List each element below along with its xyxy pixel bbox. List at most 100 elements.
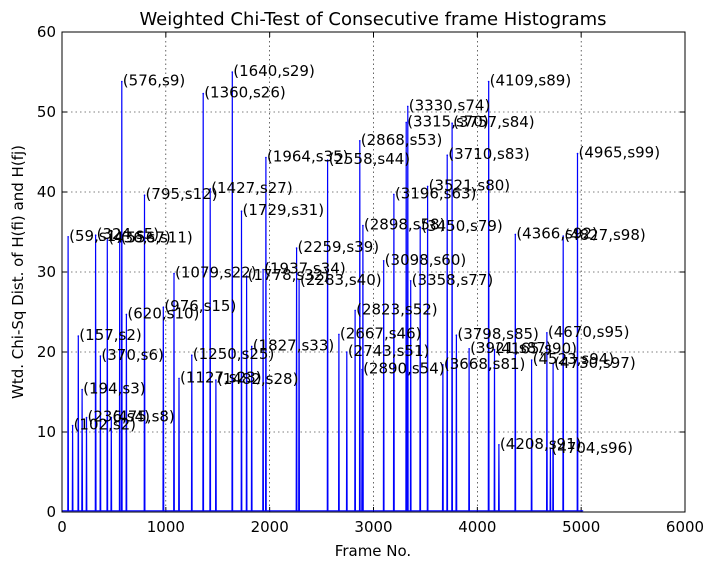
- peak-label: (2890,s54): [363, 360, 445, 378]
- peak-point: [382, 260, 385, 262]
- peak-label: (1937,s34): [264, 260, 346, 278]
- peak-point: [326, 159, 329, 161]
- peak-point: [209, 188, 211, 190]
- chart-title: Weighted Chi-Test of Consecutive frame H…: [139, 9, 606, 30]
- peak-point: [409, 280, 412, 282]
- y-tick-label: 10: [37, 423, 56, 441]
- peak-label: (4704,s96): [551, 439, 633, 457]
- peak-point: [405, 121, 408, 124]
- peak-point: [455, 334, 458, 337]
- peak-label: (1827,s33): [253, 336, 335, 354]
- peak-label: (59,s1): [69, 227, 122, 245]
- peak-label: (3757,s84): [453, 113, 535, 131]
- peak-label: (2259,s39): [298, 238, 380, 256]
- peak-point: [552, 363, 554, 365]
- peak-label: (556,s11): [121, 228, 193, 246]
- peak-point: [406, 105, 409, 108]
- peak-label: (3668,s81): [444, 355, 526, 373]
- peak-point: [125, 313, 128, 316]
- peak-label: (976,s15): [164, 297, 236, 315]
- peak-point: [514, 233, 517, 236]
- peak-point: [358, 140, 361, 142]
- peak-point: [94, 234, 97, 236]
- peak-label: (3358,s77): [412, 271, 494, 289]
- peak-label: (3330,s74): [409, 96, 491, 114]
- peak-label: (194,s3): [83, 380, 145, 398]
- x-tick-label: 0: [57, 518, 67, 536]
- peak-label: (1427,s27): [211, 179, 293, 197]
- peak-point: [446, 154, 449, 156]
- y-tick-label: 20: [37, 343, 56, 361]
- peak-label: (4208,s91): [500, 435, 582, 453]
- peak-label: (370,s6): [101, 346, 163, 364]
- peak-label: (1250,s25): [193, 345, 275, 363]
- peak-label: (1482,s28): [217, 370, 299, 388]
- peak-label: (1964,s35): [267, 148, 349, 166]
- peak-label: (157,s2): [79, 326, 141, 344]
- peak-point: [354, 309, 356, 312]
- peak-label: (2667,s46): [340, 324, 422, 342]
- peak-label: (4965,s99): [579, 144, 661, 162]
- peak-label: (1778,s32): [248, 266, 330, 284]
- y-tick-label: 40: [37, 183, 56, 201]
- peak-point: [81, 388, 83, 391]
- peak-label: (1127,s23): [180, 368, 262, 386]
- peak-label: (236,s4): [88, 408, 150, 426]
- x-tick-label: 2000: [251, 518, 289, 536]
- peak-point: [173, 272, 175, 275]
- y-tick-label: 60: [37, 23, 56, 41]
- peak-label: (2898,s58): [364, 216, 446, 234]
- y-tick-label: 30: [37, 263, 56, 281]
- peak-point: [576, 152, 579, 155]
- peak-point: [426, 185, 429, 188]
- peak-point: [118, 237, 121, 240]
- peak-point: [190, 354, 193, 357]
- peak-label: (324,s5): [97, 225, 159, 243]
- peak-point: [530, 359, 533, 361]
- peak-label: (3450,s79): [421, 217, 503, 235]
- peak-point: [250, 345, 253, 348]
- peak-label: (3798,s85): [457, 325, 539, 343]
- peak-point: [493, 348, 496, 351]
- peak-point: [361, 368, 363, 371]
- peak-label: (3710,s83): [448, 145, 530, 163]
- peak-label: (4109,s89): [490, 72, 572, 90]
- peak-point: [442, 364, 444, 366]
- peak-label: (4827,s98): [564, 226, 646, 244]
- y-tick-label: 0: [46, 503, 56, 521]
- peak-point: [143, 194, 146, 196]
- peak-point: [240, 210, 243, 212]
- peak-point: [215, 379, 217, 381]
- peak-point: [346, 351, 348, 353]
- peak-label: (436,s7): [108, 228, 170, 246]
- peak-point: [262, 268, 264, 271]
- peak-point: [77, 335, 80, 337]
- x-axis-ticks: 0 1000 2000 3000 4000 5000 6000: [57, 32, 704, 536]
- peak-point: [121, 80, 123, 83]
- peak-point: [265, 156, 267, 159]
- peak-point: [393, 193, 395, 196]
- peak-point: [67, 236, 69, 238]
- peak-point: [419, 226, 422, 228]
- peak-label: (102,s2): [74, 416, 136, 434]
- peak-point: [546, 332, 548, 334]
- grid-lines: [62, 32, 685, 512]
- x-axis-label: Frame No.: [335, 542, 411, 560]
- peak-point: [245, 275, 248, 277]
- peak-point: [451, 122, 453, 124]
- y-axis-ticks: 0 10 20 30 40 50 60: [37, 23, 685, 521]
- peak-point: [162, 306, 165, 309]
- peak-label: (4165,s90): [495, 340, 577, 358]
- x-tick-label: 4000: [458, 518, 496, 536]
- peak-point: [298, 280, 300, 282]
- x-tick-label: 6000: [666, 518, 704, 536]
- peak-label: (1360,s26): [204, 84, 286, 102]
- peak-label: (2868,s53): [361, 131, 443, 149]
- peak-point: [487, 80, 490, 83]
- peak-label: (1079,s22): [175, 264, 257, 282]
- peak-labels: (59,s1) (102,s2) (157,s2) (194,s3) (236,s4) (…: [69, 62, 660, 457]
- y-tick-label: 50: [37, 103, 56, 121]
- peak-label: (4730,s97): [554, 354, 636, 372]
